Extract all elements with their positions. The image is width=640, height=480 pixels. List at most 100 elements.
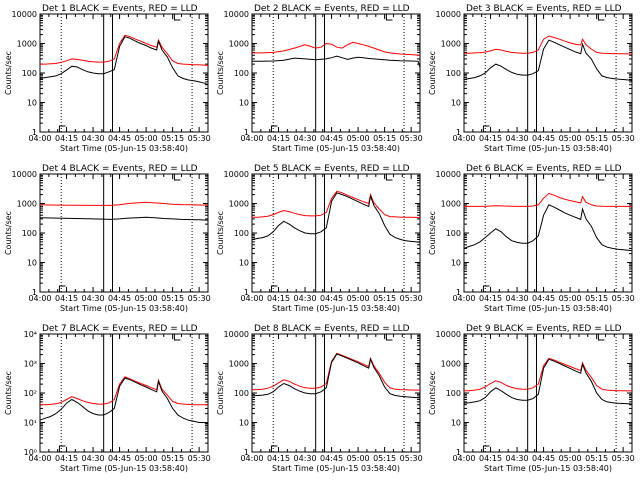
x-tick-label: 04:30 (506, 294, 529, 303)
y-axis-label: Counts/sec (4, 51, 13, 95)
y-tick-label: 1 (32, 288, 37, 297)
x-axis-label: Start Time (05-Jun-15 03:58:40) (60, 464, 188, 473)
y-axis-label: Counts/sec (4, 371, 13, 415)
interval-bracket-start (270, 125, 278, 132)
y-tick-label: 10000 (436, 170, 461, 179)
events-rate-line (251, 192, 421, 243)
x-tick-label: 05:30 (400, 294, 423, 303)
y-tick-label: 1000 (17, 40, 37, 49)
panel-title: Det 4 BLACK = Events, RED = LLD (42, 164, 198, 174)
x-tick-label: 05:15 (585, 454, 608, 463)
lld-rate-line (39, 201, 209, 206)
x-tick-label: 05:15 (373, 454, 396, 463)
plot-frame (251, 13, 421, 133)
y-tick-label: 10000 (12, 170, 37, 179)
events-rate-line (463, 204, 633, 252)
x-tick-label: 05:15 (161, 454, 184, 463)
detector-panel-8: Det 8 BLACK = Events, RED = LLD 1 10 100 100… (216, 324, 423, 473)
y-tick-label: 10000 (12, 10, 37, 19)
x-tick-label: 04:45 (108, 134, 131, 143)
x-tick-label: 04:30 (82, 134, 105, 143)
interval-bracket-start (58, 445, 66, 452)
detector-panel-3: Det 3 BLACK = Events, RED = LLD 1 10 100 100… (428, 4, 635, 153)
y-axis-label: Counts/sec (4, 211, 13, 255)
x-tick-label: 04:30 (294, 134, 317, 143)
y-tick-label: 1 (456, 288, 461, 297)
x-tick-label: 04:15 (55, 134, 78, 143)
y-tick-label: 1 (456, 128, 461, 137)
events-rate-line (252, 55, 421, 68)
x-tick-label: 05:30 (612, 294, 635, 303)
x-tick-label: 04:30 (294, 294, 317, 303)
x-axis-label: Start Time (05-Jun-15 03:58:40) (272, 304, 400, 313)
y-tick-label: 10000 (436, 330, 461, 339)
interval-bracket-end (597, 334, 605, 341)
x-tick-label: 05:30 (188, 134, 211, 143)
x-tick-label: 04:15 (267, 454, 290, 463)
x-tick-label: 05:30 (612, 454, 635, 463)
lld-rate-line (464, 357, 632, 392)
plot-frame (39, 173, 209, 293)
events-rate-line (463, 358, 633, 405)
y-tick-label: 100 (22, 69, 37, 78)
events-rate-line (463, 39, 633, 82)
lld-rate-line (252, 41, 421, 56)
y-tick-label: 10 (27, 99, 37, 108)
y-tick-label: 100 (22, 229, 37, 238)
x-tick-label: 04:00 (452, 294, 475, 303)
y-tick-label: 1000 (17, 200, 37, 209)
y-axis-label: Counts/sec (428, 51, 437, 95)
plot-frame (251, 333, 421, 453)
y-tick-label: 1 (244, 448, 249, 457)
x-tick-label: 05:00 (135, 294, 158, 303)
y-tick-label: 10 (239, 419, 249, 428)
y-tick-label: 100 (234, 229, 249, 238)
x-tick-label: 04:00 (452, 134, 475, 143)
y-tick-label: 1000 (441, 200, 461, 209)
y-tick-label: 100 (234, 69, 249, 78)
x-axis-label: Start Time (05-Jun-15 03:58:40) (484, 144, 612, 153)
x-tick-label: 04:15 (479, 454, 502, 463)
y-tick-label: 1000 (441, 360, 461, 369)
panel-title: Det 5 BLACK = Events, RED = LLD (254, 164, 410, 174)
x-tick-label: 05:00 (135, 134, 158, 143)
y-tick-label: 1000 (229, 360, 249, 369)
x-tick-label: 04:15 (479, 294, 502, 303)
x-axis-label: Start Time (05-Jun-15 03:58:40) (272, 144, 400, 153)
interval-bracket-end (173, 174, 181, 181)
x-tick-label: 04:45 (320, 454, 343, 463)
panel-title: Det 1 BLACK = Events, RED = LLD (42, 4, 198, 14)
plot-frame (463, 173, 633, 293)
y-tick-label: 10 (239, 99, 249, 108)
y-tick-label: 1000 (441, 40, 461, 49)
x-tick-label: 05:30 (400, 454, 423, 463)
x-tick-label: 04:00 (240, 454, 263, 463)
x-tick-label: 04:15 (55, 294, 78, 303)
x-tick-label: 04:00 (28, 454, 51, 463)
x-tick-label: 05:15 (585, 294, 608, 303)
x-tick-label: 04:15 (267, 134, 290, 143)
x-tick-label: 05:15 (585, 134, 608, 143)
interval-bracket-end (597, 14, 605, 21)
x-tick-label: 05:15 (161, 134, 184, 143)
y-tick-label: 100 (446, 389, 461, 398)
y-tick-label: 10 (451, 259, 461, 268)
interval-bracket-start (270, 285, 278, 292)
y-tick-label: 1 (244, 288, 249, 297)
plot-frame (463, 13, 633, 133)
y-tick-label: 10³ (24, 360, 37, 369)
y-axis-label: Counts/sec (216, 211, 225, 255)
interval-bracket-start (270, 445, 278, 452)
interval-bracket-end (385, 334, 393, 341)
lld-rate-line (252, 352, 420, 391)
x-tick-label: 04:30 (82, 454, 105, 463)
lld-rate-line (464, 35, 633, 55)
x-tick-label: 04:30 (506, 454, 529, 463)
y-axis-label: Counts/sec (216, 51, 225, 95)
events-rate-line (251, 353, 421, 399)
interval-bracket-end (385, 174, 393, 181)
x-tick-label: 04:15 (267, 294, 290, 303)
panel-title: Det 7 BLACK = Events, RED = LLD (42, 324, 198, 334)
y-tick-label: 10 (451, 419, 461, 428)
interval-bracket-start (58, 285, 66, 292)
